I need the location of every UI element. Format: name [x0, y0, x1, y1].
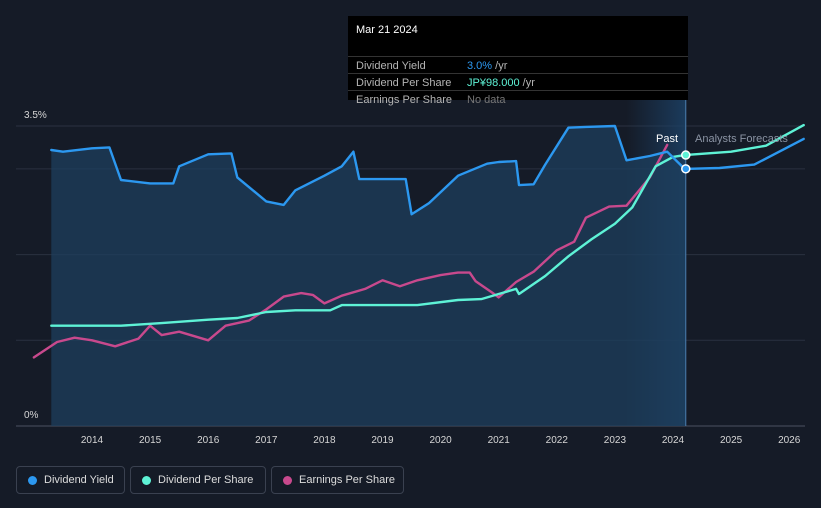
- tooltip-value: JP¥98.000: [467, 77, 520, 89]
- legend-label: Dividend Per Share: [158, 474, 254, 486]
- x-tick-label: 2020: [429, 435, 452, 446]
- dividend-yield-marker: [681, 164, 691, 174]
- legend-label: Dividend Yield: [44, 474, 114, 486]
- tooltip-row-dividend-yield: Dividend Yield 3.0% /yr: [348, 56, 688, 75]
- x-tick-label: 2025: [720, 435, 743, 446]
- series-layer: [32, 123, 805, 426]
- legend-label: Earnings Per Share: [299, 474, 395, 486]
- tooltip-row-earnings-per-share: Earnings Per Share No data: [348, 90, 688, 109]
- x-tick-label: 2026: [778, 435, 801, 446]
- tooltip-label: Earnings Per Share: [356, 94, 452, 106]
- y-axis: 0% 3.5%: [24, 110, 47, 421]
- tooltip-row-dividend-per-share: Dividend Per Share JP¥98.000 /yr: [348, 73, 688, 92]
- tooltip-unit: /yr: [519, 77, 535, 89]
- legend-dividend-yield[interactable]: Dividend Yield: [16, 466, 125, 494]
- legend-earnings-per-share[interactable]: Earnings Per Share: [271, 466, 404, 494]
- legend-dot-icon: [283, 475, 292, 485]
- tooltip-value: 3.0%: [467, 60, 493, 72]
- past-label: Past: [656, 133, 678, 145]
- legend-dot-icon: [28, 475, 37, 485]
- x-tick-label: 2015: [139, 435, 162, 446]
- x-tick-label: 2018: [313, 435, 336, 446]
- forecast-label: Analysts Forecasts: [695, 133, 788, 145]
- hover-markers: [681, 150, 691, 174]
- x-tick-label: 2014: [81, 435, 104, 446]
- tooltip-value: No data: [467, 94, 506, 106]
- x-tick-label: 2024: [662, 435, 685, 446]
- x-tick-label: 2023: [604, 435, 627, 446]
- x-axis: 2014 2015 2016 2017 2018 2019 2020 2021 2022 2023…: [81, 435, 801, 446]
- tooltip-unit: /yr: [492, 60, 508, 72]
- x-tick-label: 2021: [488, 435, 511, 446]
- dividend-per-share-marker: [681, 150, 691, 160]
- x-tick-label: 2022: [546, 435, 569, 446]
- dividend-per-share-line: [50, 123, 805, 327]
- dividend-yield-area: [51, 126, 685, 426]
- tooltip-label: Dividend Per Share: [356, 77, 452, 89]
- tooltip-label: Dividend Yield: [356, 60, 426, 72]
- y-tick-label: 3.5%: [24, 110, 47, 121]
- earnings-per-share-line: [32, 143, 669, 359]
- legend-dot-icon: [142, 475, 151, 485]
- y-tick-label: 0%: [24, 410, 39, 421]
- hover-tooltip: Mar 21 2024 Dividend Yield 3.0% /yr Divi…: [348, 16, 688, 106]
- x-tick-label: 2016: [197, 435, 220, 446]
- legend-dividend-per-share[interactable]: Dividend Per Share: [130, 466, 266, 494]
- tooltip-date: Mar 21 2024: [356, 24, 418, 36]
- dividend-yield-line: [50, 124, 805, 216]
- x-tick-label: 2019: [371, 435, 394, 446]
- x-tick-label: 2017: [255, 435, 278, 446]
